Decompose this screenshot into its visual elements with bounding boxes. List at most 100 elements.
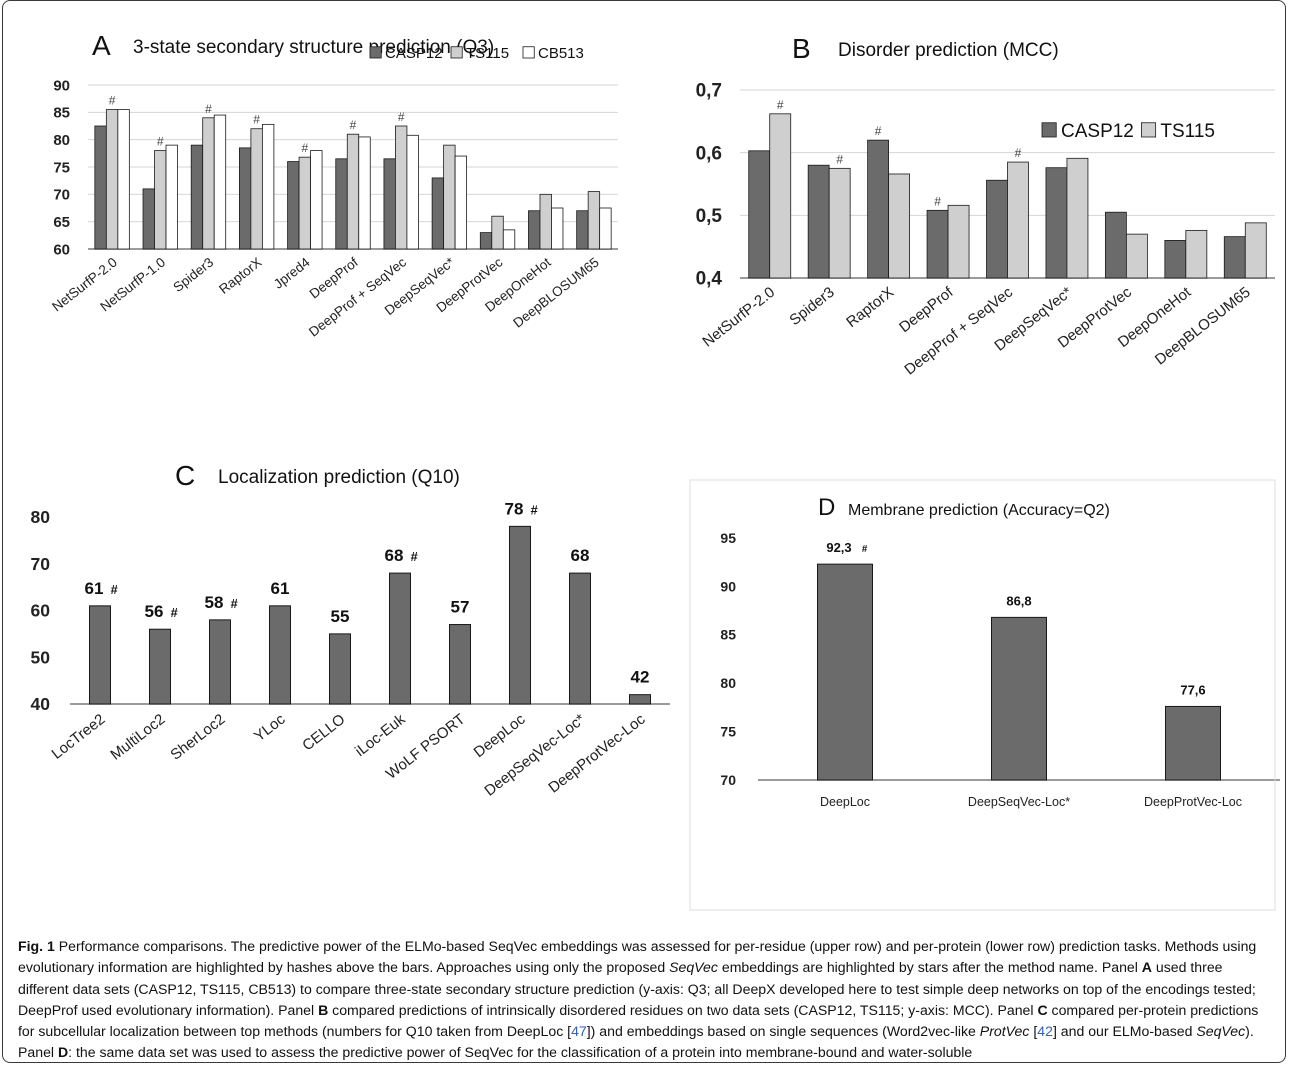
panel-d-chart: D Membrane prediction (Accuracy=Q2) 70 75 80… <box>689 479 1280 911</box>
caption-emphasis: SeqVec <box>669 959 718 976</box>
hash-mark: # <box>109 94 116 108</box>
bar-casp12 <box>576 210 589 250</box>
bar-cb513 <box>261 123 275 250</box>
y-tick-label: 85 <box>720 627 736 643</box>
chart-title: Membrane prediction (Accuracy=Q2) <box>848 502 1110 519</box>
legend-swatch <box>522 46 535 59</box>
bar-cb513 <box>502 229 516 250</box>
hash-mark: # <box>157 135 164 149</box>
chart-title: Localization prediction (Q10) <box>218 467 460 488</box>
x-tick-label: NetSurfP-2.0 <box>699 284 778 351</box>
bar-casp12 <box>748 150 771 279</box>
bar-cb513 <box>406 134 419 250</box>
x-tick-label: DeepProtVec-Loc <box>1144 795 1242 809</box>
x-tick-label: LocTree2 <box>48 711 108 763</box>
bar-casp12 <box>926 209 949 279</box>
bar <box>269 605 291 705</box>
data-label: 86,8 <box>1006 593 1031 608</box>
data-label: 58 <box>205 593 224 612</box>
legend-label: CASP12 <box>1061 121 1134 142</box>
bar-casp12 <box>1164 239 1187 279</box>
bar-casp12 <box>142 188 155 250</box>
data-label: 55 <box>331 607 350 626</box>
caption-panel-ref: A <box>1141 959 1152 976</box>
bar <box>149 628 171 705</box>
hash-mark: # <box>875 124 882 138</box>
panel-letter: D <box>818 494 835 521</box>
x-tick-label: MultiLoc2 <box>107 711 168 764</box>
bar-ts115 <box>769 113 792 279</box>
bar-ts115 <box>1244 222 1267 279</box>
bar-ts115 <box>443 144 456 250</box>
bar-casp12 <box>238 147 252 250</box>
hash-mark: # <box>836 152 843 166</box>
bar-ts115 <box>1007 161 1029 279</box>
y-tick-label: 65 <box>53 214 70 231</box>
y-tick-label: 85 <box>53 105 70 122</box>
x-tick-label: YLoc <box>251 710 289 745</box>
hash-mark: # <box>862 544 868 555</box>
bar-casp12 <box>1045 167 1068 279</box>
panel-b-chart: B Disorder prediction (MCC) 0,4 0,5 0,6 0,7 # N… <box>696 33 1275 379</box>
x-tick-label: DeepLoc <box>820 795 870 809</box>
bar-ts115 <box>947 204 970 279</box>
bar <box>449 624 471 705</box>
bar-cb513 <box>358 136 371 250</box>
bar-cb513 <box>454 155 468 250</box>
citation-link[interactable]: 42 <box>1037 1023 1053 1040</box>
x-tick-label: Spider3 <box>786 284 837 329</box>
hash-mark: # <box>205 102 212 116</box>
data-label: 61 <box>271 579 290 598</box>
data-label: 68 <box>385 546 404 565</box>
bar-casp12 <box>94 125 107 250</box>
bar-ts115 <box>1125 233 1148 279</box>
legend-label: TS115 <box>1160 121 1215 142</box>
y-tick-label: 0,6 <box>696 143 722 164</box>
chart-title: Disorder prediction (MCC) <box>838 40 1059 61</box>
legend-swatch <box>1140 122 1157 138</box>
x-tick-label: DeepSeqVec-Loc* <box>968 795 1070 809</box>
y-tick-label: 80 <box>720 675 736 691</box>
bar-ts115 <box>587 191 601 250</box>
bar <box>89 605 111 705</box>
panel-letter: A <box>92 30 111 61</box>
bar-ts115 <box>491 215 504 250</box>
y-tick-label: 70 <box>53 187 70 204</box>
panel-letter: C <box>175 460 195 491</box>
bar-ts115 <box>1185 229 1208 279</box>
bar <box>209 619 231 705</box>
x-tick-label: SherLoc2 <box>167 711 228 764</box>
hash-mark: # <box>253 113 260 127</box>
bar <box>509 525 531 705</box>
bar <box>389 572 411 705</box>
bar-casp12 <box>1223 236 1246 279</box>
hash-mark: # <box>1015 146 1022 160</box>
y-tick-label: 0,5 <box>696 206 723 227</box>
hash-mark: # <box>398 110 405 124</box>
hash-mark: # <box>231 596 238 611</box>
bar-cb513 <box>310 150 323 250</box>
bar-ts115 <box>1066 157 1089 279</box>
y-tick-label: 50 <box>31 647 51 667</box>
x-tick-label: iLoc-Euk <box>352 710 409 760</box>
citation-link[interactable]: 47 <box>571 1023 587 1040</box>
bar-cb513 <box>117 109 130 250</box>
caption-text: ] and our ELMo-based <box>1052 1023 1197 1040</box>
caption-text: embeddings are highlighted by stars afte… <box>717 959 1142 976</box>
hash-mark: # <box>301 141 308 155</box>
x-tick-label: DeepBLOSUM65 <box>510 255 601 331</box>
hash-mark: # <box>171 605 178 620</box>
y-tick-label: 60 <box>31 601 51 621</box>
panel-letter: B <box>792 33 811 64</box>
bar-ts115 <box>539 193 552 250</box>
bar-casp12 <box>1104 211 1127 279</box>
data-label: 57 <box>451 598 470 617</box>
y-tick-label: 80 <box>31 507 51 527</box>
data-label: 56 <box>145 602 164 621</box>
x-tick-label: DeepProf + SeqVec <box>901 283 1016 378</box>
x-tick-label: RaptorX <box>216 255 264 297</box>
bar-casp12 <box>431 177 445 250</box>
caption-text: used three different data sets (CASP12, … <box>18 959 1256 1018</box>
bar-casp12 <box>287 161 300 250</box>
hash-mark: # <box>111 582 118 597</box>
